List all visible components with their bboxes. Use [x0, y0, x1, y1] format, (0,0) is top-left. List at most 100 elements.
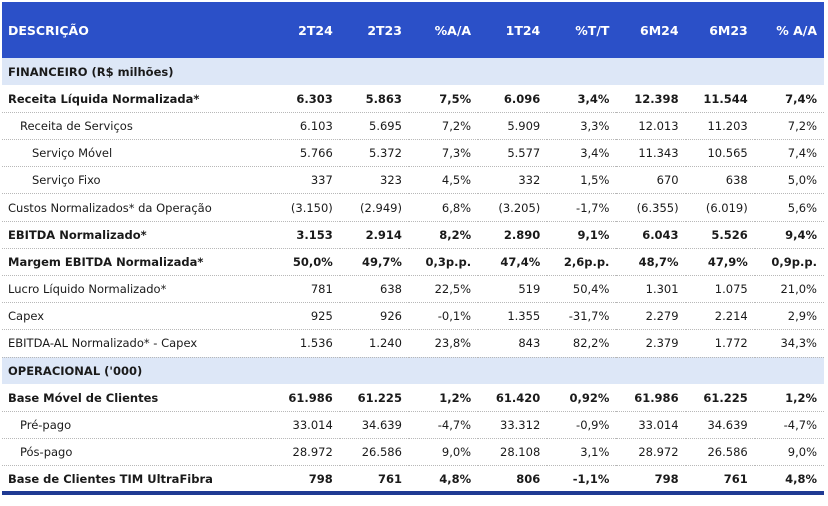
table-cell: 638	[339, 275, 409, 304]
row-label: Pré-pago	[2, 411, 271, 440]
section-title: OPERACIONAL ('000)	[8, 363, 143, 378]
header-row: DESCRIÇÃO 2T24 2T23 %A/A 1T24 %T/T 6M24 6M23 % A…	[2, 2, 824, 58]
table-cell: 2.914	[339, 221, 409, 249]
table-cell: 5,6%	[754, 193, 824, 222]
table-cell: -4,7%	[754, 411, 824, 440]
table-cell: 33.014	[616, 411, 686, 440]
table-cell: 798	[270, 465, 340, 496]
column-header: 2T23	[367, 22, 402, 38]
table-cell: 7,4%	[754, 139, 824, 168]
table-cell: 1.075	[685, 275, 755, 304]
table-cell: 9,1%	[547, 221, 617, 249]
table-cell: 519	[478, 275, 548, 304]
table-row: Custos Normalizados* da Operação (3.150)(…	[2, 193, 824, 222]
column-header-description: DESCRIÇÃO	[8, 22, 89, 38]
table-cell: 1,5%	[547, 166, 617, 195]
table-cell: 1.301	[616, 275, 686, 304]
table-row: Lucro Líquido Normalizado* 781 638 22,5% 519…	[2, 275, 824, 304]
table-cell: 12.013	[616, 112, 686, 141]
table-row: Pré-pago 33.014 34.639 -4,7% 33.312 -0,9% 33.0…	[2, 411, 824, 440]
table-cell: 806	[478, 465, 548, 496]
table-cell: 1.355	[478, 302, 548, 331]
section-header-row: FINANCEIRO (R$ milhões)	[2, 58, 824, 86]
table-cell: 1,2%	[754, 384, 824, 412]
table-row: Pós-pago 28.972 26.586 9,0% 28.108 3,1% 28.972…	[2, 438, 824, 467]
table-cell: 33.312	[478, 411, 548, 440]
table-cell: 50,0%	[270, 248, 340, 277]
table-cell: 9,0%	[754, 438, 824, 467]
table-cell: 7,2%	[408, 112, 479, 141]
table-cell: 3,3%	[547, 112, 617, 141]
table-cell: 26.586	[685, 438, 755, 467]
table-cell: 34.639	[339, 411, 409, 440]
table-cell: 761	[685, 465, 755, 496]
table-row: EBITDA-AL Normalizado* - Capex 1.536 1.240…	[2, 329, 824, 358]
table-cell: 1.536	[270, 329, 340, 358]
table-cell: 638	[685, 166, 755, 195]
table-cell: 3,4%	[547, 139, 617, 168]
table-cell: 5.526	[685, 221, 755, 249]
table-cell: (2.949)	[339, 193, 409, 222]
column-header: % A/A	[776, 22, 817, 38]
table-cell: 48,7%	[616, 248, 686, 277]
table-cell: 7,3%	[408, 139, 479, 168]
table-cell: 5.909	[478, 112, 548, 141]
table-cell: 5.766	[270, 139, 340, 168]
column-header: %A/A	[434, 22, 472, 38]
table-cell: 61.986	[616, 384, 686, 412]
table-cell: -4,7%	[408, 411, 479, 440]
table-cell: 926	[339, 302, 409, 331]
section-title: FINANCEIRO (R$ milhões)	[8, 64, 174, 79]
row-label: Base de Clientes TIM UltraFibra	[2, 465, 271, 496]
table-row: Base de Clientes TIM UltraFibra 798 761 4,8…	[2, 465, 824, 496]
table-cell: 11.343	[616, 139, 686, 168]
table-cell: 6.096	[478, 85, 548, 113]
table-cell: 49,7%	[339, 248, 409, 277]
table-cell: 7,5%	[408, 85, 479, 113]
table-cell: 2.890	[478, 221, 548, 249]
table-cell: 0,9p.p.	[754, 248, 824, 277]
table-cell: 6.043	[616, 221, 686, 249]
row-label: Custos Normalizados* da Operação	[2, 193, 271, 222]
table-cell: 1.240	[339, 329, 409, 358]
table-cell: 6,8%	[408, 193, 479, 222]
table-row: Serviço Fixo 337 323 4,5% 332 1,5% 670 638 5,0%	[2, 166, 824, 195]
table-cell: 5.577	[478, 139, 548, 168]
table-cell: 26.586	[339, 438, 409, 467]
table-cell: 6.103	[270, 112, 340, 141]
table-row: EBITDA Normalizado* 3.153 2.914 8,2% 2.890 9,…	[2, 221, 824, 249]
table-cell: 323	[339, 166, 409, 195]
table-row: Receita Líquida Normalizada* 6.303 5.863 7,…	[2, 85, 824, 113]
table-cell: 761	[339, 465, 409, 496]
table-cell: 28.972	[270, 438, 340, 467]
row-label: Serviço Móvel	[2, 139, 271, 168]
table-cell: 4,5%	[408, 166, 479, 195]
table-cell: 843	[478, 329, 548, 358]
table-cell: 2,6p.p.	[547, 248, 617, 277]
row-label: Base Móvel de Clientes	[2, 384, 271, 412]
row-label: EBITDA Normalizado*	[2, 221, 271, 249]
table-cell: 332	[478, 166, 548, 195]
row-label: EBITDA-AL Normalizado* - Capex	[2, 329, 271, 358]
table-cell: -31,7%	[547, 302, 617, 331]
table-cell: 12.398	[616, 85, 686, 113]
table-cell: 798	[616, 465, 686, 496]
column-header: 6M23	[709, 22, 748, 38]
table-cell: 6.303	[270, 85, 340, 113]
table-row: Base Móvel de Clientes 61.986 61.225 1,2% 61…	[2, 384, 824, 412]
table-cell: 781	[270, 275, 340, 304]
table-cell: 3.153	[270, 221, 340, 249]
column-header: 1T24	[505, 22, 541, 38]
table-cell: 33.014	[270, 411, 340, 440]
table-cell: (6.019)	[685, 193, 755, 222]
table-cell: 8,2%	[408, 221, 479, 249]
table-cell: 3,1%	[547, 438, 617, 467]
table-cell: 2.379	[616, 329, 686, 358]
table-cell: 10.565	[685, 139, 755, 168]
table-cell: 11.544	[685, 85, 755, 113]
table-cell: 11.203	[685, 112, 755, 141]
table-cell: 21,0%	[754, 275, 824, 304]
table-row: Capex 925 926 -0,1% 1.355 -31,7% 2.279 2.214 2,9…	[2, 302, 824, 331]
table-cell: 0,3p.p.	[408, 248, 479, 277]
table-cell: (3.205)	[478, 193, 548, 222]
